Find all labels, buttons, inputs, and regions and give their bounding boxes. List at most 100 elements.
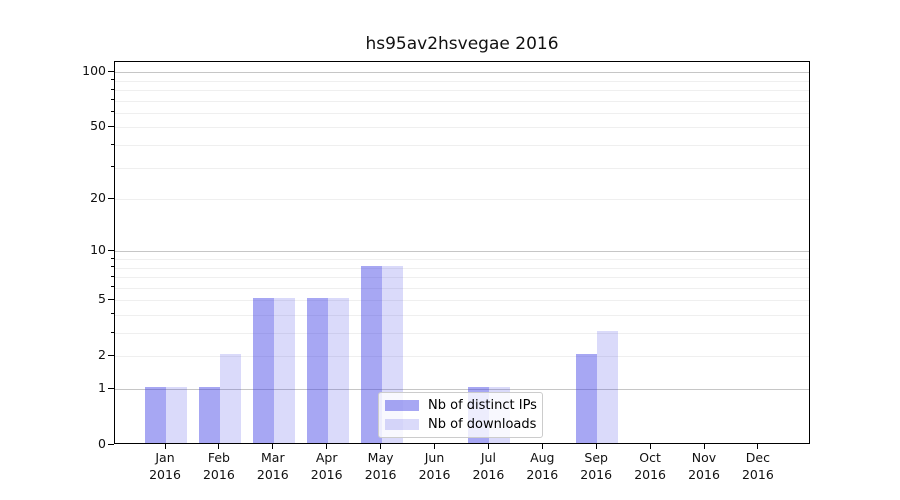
bar-nb-of-distinct-ips-apr [306, 298, 328, 443]
x-tick-label: Dec 2016 [726, 450, 790, 483]
y-tick-label: 10 [90, 242, 106, 258]
axis-tick [108, 197, 114, 199]
bar-nb-of-downloads-sep [597, 331, 619, 443]
gridline-minor [115, 315, 809, 316]
plot-area [114, 61, 810, 444]
axis-tick [111, 166, 114, 168]
x-tick-label-line: Dec [745, 450, 770, 465]
x-tick-label: Jul 2016 [456, 450, 520, 483]
legend-swatch-downloads-icon [385, 418, 419, 430]
x-tick-label-line: 2016 [688, 466, 720, 482]
axis-tick [703, 444, 705, 449]
x-tick-label: Oct 2016 [618, 450, 682, 483]
axis-tick [108, 70, 114, 72]
y-tick-label: 2 [98, 347, 106, 363]
x-tick-label-line: 2016 [634, 466, 666, 482]
bar-nb-of-downloads-apr [327, 298, 349, 443]
x-tick-label: Aug 2016 [510, 450, 574, 483]
axis-tick [111, 313, 114, 315]
x-tick-label-line: Mar [261, 450, 285, 465]
axis-tick [111, 331, 114, 333]
gridline-minor [115, 112, 809, 114]
gridline-minor [115, 127, 809, 129]
bar-nb-of-downloads-mar [273, 298, 295, 443]
gridline-minor [115, 287, 809, 289]
x-tick-label-line: Feb [207, 450, 230, 465]
x-tick-label: Sep 2016 [564, 450, 628, 483]
x-tick-label-line: 2016 [202, 466, 235, 482]
x-tick-label-line: Jul [480, 450, 496, 465]
x-tick-label-line: Aug [530, 450, 555, 465]
axis-tick [326, 444, 328, 449]
axis-tick [108, 354, 114, 356]
legend-entry-downloads: Nb of downloads [385, 417, 536, 432]
x-tick-label: Jan 2016 [133, 450, 197, 483]
x-tick-label: Feb 2016 [187, 450, 251, 483]
axis-tick [272, 444, 274, 449]
axis-tick [108, 249, 114, 251]
axis-tick [111, 257, 114, 259]
bar-nb-of-downloads-feb [219, 354, 241, 443]
bar-nb-of-distinct-ips-may [360, 265, 382, 443]
axis-tick [108, 125, 114, 127]
axis-tick [164, 444, 166, 449]
x-tick-label-line: 2016 [418, 466, 451, 482]
bar-nb-of-distinct-ips-jan [145, 387, 166, 443]
axis-tick [218, 444, 220, 449]
axis-tick [111, 111, 114, 113]
x-tick-label-line: 2016 [580, 466, 613, 482]
x-tick-label-line: Apr [315, 450, 338, 465]
gridline-minor [115, 333, 809, 334]
y-tick-label: 5 [98, 291, 106, 307]
axis-tick [111, 143, 114, 145]
gridline-minor [115, 259, 809, 260]
chart-title: hs95av2hsvegae 2016 [365, 34, 559, 54]
x-tick-label-line: 2016 [526, 466, 559, 482]
axis-tick [111, 286, 114, 288]
y-tick-label: 1 [98, 380, 106, 395]
y-tick-label: 0 [98, 436, 106, 451]
axis-tick [111, 79, 114, 81]
x-tick-label-line: Jan [155, 450, 175, 465]
bar-nb-of-downloads-jan [166, 387, 187, 443]
axis-tick [111, 88, 114, 90]
axis-tick [541, 444, 543, 449]
gridline-minor [115, 90, 809, 91]
axis-tick [111, 266, 114, 267]
x-tick-label: Nov 2016 [672, 450, 736, 483]
axis-tick [108, 387, 114, 389]
gridline-minor [115, 145, 809, 146]
gridline-minor [115, 300, 809, 302]
gridline-minor [115, 267, 809, 269]
y-tick-label: 20 [90, 190, 106, 206]
x-tick-label-line: 2016 [310, 466, 343, 482]
gridline-minor [115, 80, 809, 82]
legend-label-downloads: Nb of downloads [428, 416, 537, 432]
y-tick-label: 50 [90, 118, 106, 134]
x-tick-label: Jun 2016 [403, 450, 467, 483]
axis-tick [108, 298, 114, 300]
legend-label-distinct-ips: Nb of distinct IPs [428, 398, 537, 414]
axis-tick [380, 444, 382, 449]
gridline-minor [115, 100, 809, 102]
x-tick-label-line: May [367, 450, 394, 465]
x-tick-label-line: Nov [691, 450, 717, 465]
gridline-major [115, 389, 809, 390]
x-tick-label-line: 2016 [149, 466, 181, 482]
gridline-minor [115, 167, 809, 169]
x-tick-label-line: 2016 [741, 466, 774, 482]
axis-tick [434, 444, 435, 449]
bar-nb-of-distinct-ips-sep [576, 354, 598, 443]
bar-nb-of-distinct-ips-feb [198, 387, 220, 443]
x-tick-label: May 2016 [349, 450, 413, 483]
x-tick-label-line: 2016 [256, 466, 289, 482]
axis-tick [595, 444, 597, 449]
gridline-minor [115, 199, 809, 201]
axis-tick [487, 444, 489, 449]
x-tick-label-line: 2016 [364, 466, 397, 482]
axis-tick [111, 275, 114, 277]
axis-tick [649, 444, 651, 449]
x-tick-label: Apr 2016 [295, 450, 359, 483]
x-tick-label-line: Oct [639, 450, 661, 465]
